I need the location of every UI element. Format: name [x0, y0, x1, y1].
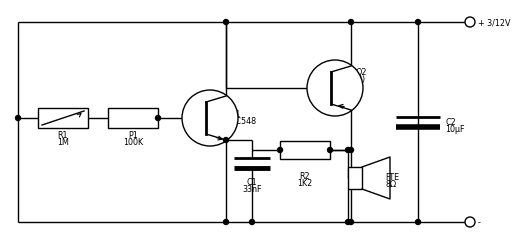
Text: R2: R2: [300, 172, 311, 181]
Circle shape: [349, 20, 353, 24]
Circle shape: [349, 220, 353, 224]
Text: FTE: FTE: [385, 173, 399, 182]
Text: C1: C1: [247, 178, 257, 187]
Circle shape: [250, 220, 254, 224]
Text: 8Ω: 8Ω: [385, 180, 396, 189]
Text: 1M: 1M: [57, 138, 69, 147]
Circle shape: [349, 148, 353, 152]
Text: + 3/12V: + 3/12V: [478, 19, 510, 28]
Text: Q2: Q2: [355, 68, 367, 77]
Circle shape: [182, 90, 238, 146]
Text: Q1: Q1: [230, 110, 241, 119]
Circle shape: [156, 115, 160, 121]
Circle shape: [278, 148, 282, 152]
Polygon shape: [362, 157, 390, 199]
Bar: [280, 141, 330, 159]
Text: P1: P1: [128, 131, 138, 140]
Circle shape: [223, 138, 229, 142]
Bar: [38, 108, 88, 128]
Circle shape: [465, 17, 475, 27]
Circle shape: [345, 148, 351, 152]
Text: (*): (*): [355, 75, 365, 84]
Circle shape: [415, 20, 421, 24]
Text: 10μF: 10μF: [445, 125, 464, 134]
Text: 33nF: 33nF: [242, 185, 262, 194]
Circle shape: [327, 148, 333, 152]
Text: R1: R1: [58, 131, 68, 140]
Circle shape: [345, 220, 351, 224]
Text: C2: C2: [445, 118, 456, 127]
Text: BC548: BC548: [230, 117, 256, 126]
Text: 100K: 100K: [123, 138, 143, 147]
Circle shape: [223, 220, 229, 224]
Bar: [108, 108, 158, 128]
Circle shape: [223, 20, 229, 24]
Text: -: -: [478, 218, 481, 227]
Circle shape: [415, 220, 421, 224]
Bar: [348, 167, 362, 189]
Circle shape: [465, 217, 475, 227]
Circle shape: [15, 115, 21, 121]
Circle shape: [307, 60, 363, 116]
Text: 1K2: 1K2: [297, 179, 313, 188]
